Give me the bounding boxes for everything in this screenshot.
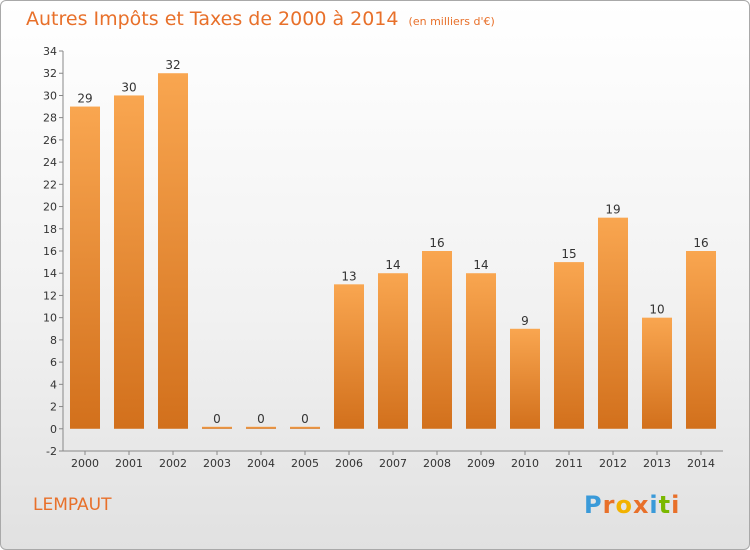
y-tick-label: 2 bbox=[50, 401, 57, 414]
bar bbox=[202, 426, 232, 429]
bar-value-label: 14 bbox=[473, 258, 488, 272]
bar-value-label: 0 bbox=[301, 412, 309, 426]
x-tick-label: 2004 bbox=[247, 457, 275, 470]
bar-value-label: 30 bbox=[121, 80, 136, 94]
y-tick-label: 18 bbox=[43, 223, 57, 236]
y-tick-label: 10 bbox=[43, 312, 57, 325]
bar bbox=[686, 251, 716, 429]
x-tick-label: 2008 bbox=[423, 457, 451, 470]
x-tick-label: 2012 bbox=[599, 457, 627, 470]
bar bbox=[290, 426, 320, 429]
y-tick-label: 22 bbox=[43, 178, 57, 191]
bar-value-label: 15 bbox=[561, 247, 576, 261]
chart-title: Autres Impôts et Taxes de 2000 à 2014 (e… bbox=[26, 8, 495, 30]
x-tick-label: 2011 bbox=[555, 457, 583, 470]
bar-value-label: 32 bbox=[165, 58, 180, 72]
bar-value-label: 10 bbox=[649, 303, 664, 317]
bar bbox=[378, 273, 408, 429]
y-tick-label: 0 bbox=[50, 423, 57, 436]
bar-value-label: 29 bbox=[77, 92, 92, 106]
bar-value-label: 9 bbox=[521, 314, 529, 328]
bar bbox=[334, 284, 364, 429]
bar-value-label: 16 bbox=[429, 236, 444, 250]
chart-subtitle: (en milliers d'€) bbox=[408, 15, 495, 28]
bar bbox=[598, 217, 628, 429]
bar bbox=[422, 251, 452, 429]
x-tick-label: 2006 bbox=[335, 457, 363, 470]
bar-value-label: 0 bbox=[257, 412, 265, 426]
logo-letter: t bbox=[658, 491, 672, 519]
x-tick-label: 2013 bbox=[643, 457, 671, 470]
y-tick-label: 20 bbox=[43, 201, 57, 214]
logo-letter: i bbox=[649, 491, 659, 519]
bar bbox=[70, 106, 100, 429]
bar-value-label: 16 bbox=[693, 236, 708, 250]
chart-bars: 29 30 32 0 0 0 13 14 16 14 9 15 19 10 16 bbox=[70, 58, 716, 429]
y-tick-label: 34 bbox=[43, 45, 57, 58]
y-tick-label: -2 bbox=[46, 445, 57, 458]
x-tick-label: 2009 bbox=[467, 457, 495, 470]
y-tick-label: 6 bbox=[50, 356, 57, 369]
bar bbox=[554, 262, 584, 429]
bar-value-label: 13 bbox=[341, 269, 356, 283]
y-tick-label: 16 bbox=[43, 245, 57, 258]
y-tick-label: 14 bbox=[43, 267, 57, 280]
bar bbox=[642, 317, 672, 429]
proxiti-logo[interactable]: Proxiti bbox=[584, 491, 680, 519]
logo-letter: o bbox=[615, 491, 633, 519]
bar-value-label: 19 bbox=[605, 203, 620, 217]
bar-value-label: 14 bbox=[385, 258, 400, 272]
x-tick-label: 2005 bbox=[291, 457, 319, 470]
x-tick-label: 2000 bbox=[71, 457, 99, 470]
logo-letter: i bbox=[671, 491, 681, 519]
y-tick-label: 26 bbox=[43, 134, 57, 147]
commune-name: LEMPAUT bbox=[33, 495, 112, 515]
logo-letter: x bbox=[632, 491, 650, 519]
bar-value-label: 0 bbox=[213, 412, 221, 426]
logo-letter: P bbox=[584, 491, 603, 519]
y-tick-label: 32 bbox=[43, 67, 57, 80]
bar bbox=[114, 95, 144, 429]
bar bbox=[246, 426, 276, 429]
bar bbox=[158, 73, 188, 429]
x-tick-label: 2002 bbox=[159, 457, 187, 470]
chart-title-text: Autres Impôts et Taxes de 2000 à 2014 bbox=[26, 8, 399, 30]
x-tick-label: 2010 bbox=[511, 457, 539, 470]
x-tick-label: 2001 bbox=[115, 457, 143, 470]
y-tick-label: 28 bbox=[43, 112, 57, 125]
x-tick-label: 2003 bbox=[203, 457, 231, 470]
y-tick-label: 24 bbox=[43, 156, 57, 169]
y-tick-label: 4 bbox=[50, 378, 57, 391]
bar bbox=[466, 273, 496, 429]
y-tick-label: 12 bbox=[43, 289, 57, 302]
y-tick-label: 30 bbox=[43, 89, 57, 102]
bar bbox=[510, 328, 540, 429]
x-tick-label: 2014 bbox=[687, 457, 715, 470]
x-tick-label: 2007 bbox=[379, 457, 407, 470]
y-tick-label: 8 bbox=[50, 334, 57, 347]
logo-letter: r bbox=[602, 491, 616, 519]
